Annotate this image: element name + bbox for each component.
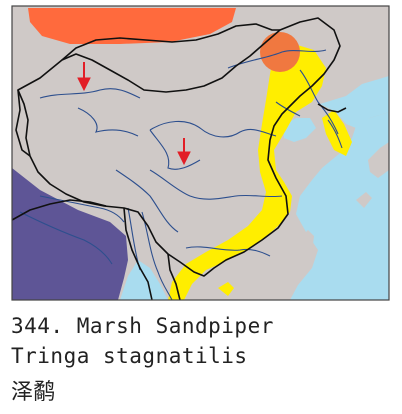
chinese-name: 泽鹬 [11,374,55,406]
breeding-overlap-northeast [260,32,300,72]
scientific-name: Tringa stagnatilis [11,344,248,368]
range-map [0,0,402,302]
species-number-name: 344. Marsh Sandpiper [11,314,274,338]
